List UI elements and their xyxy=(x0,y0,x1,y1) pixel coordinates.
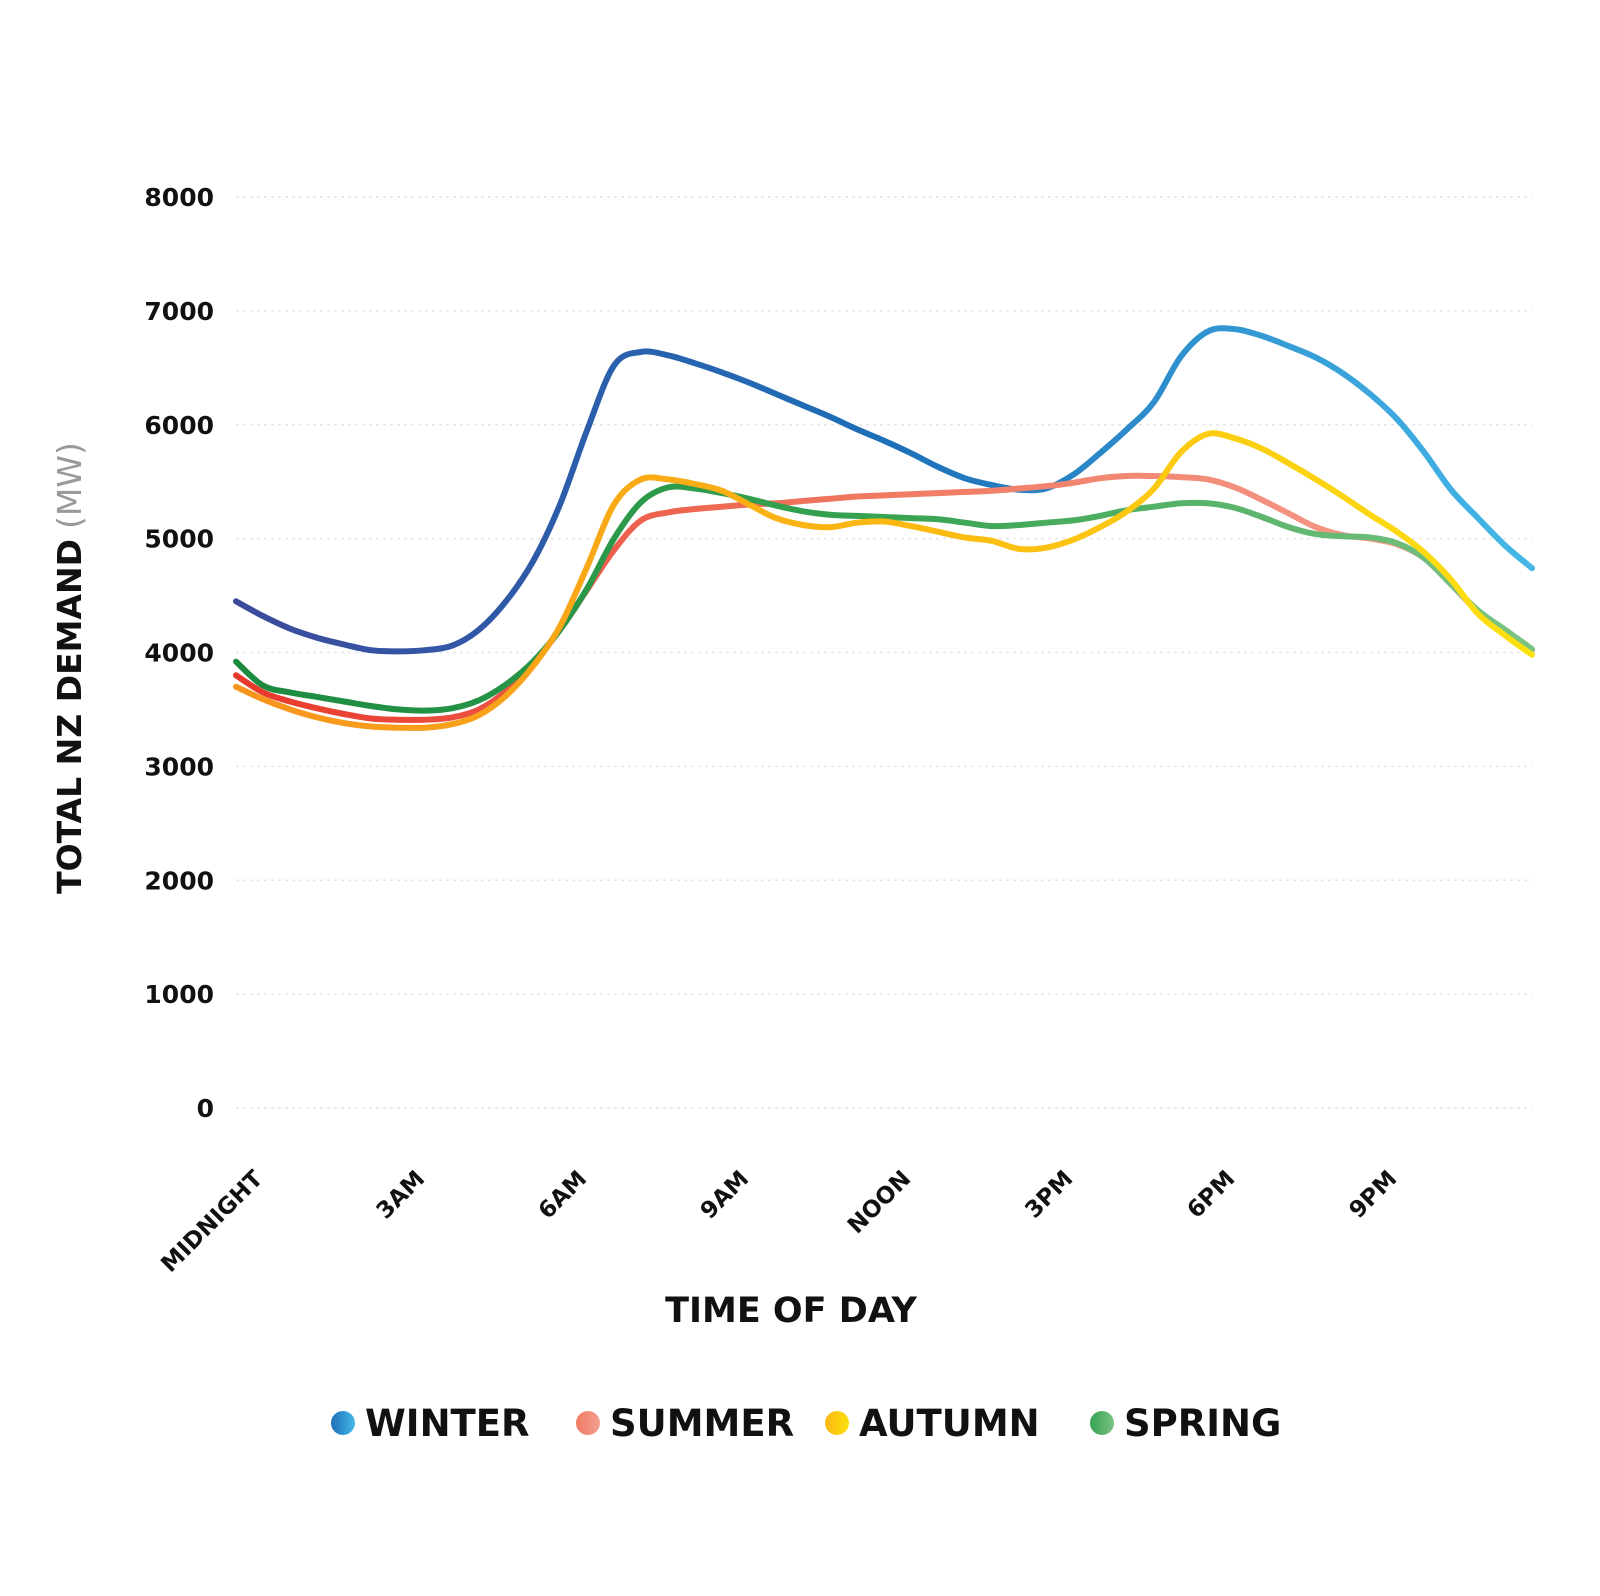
series-line-winter xyxy=(233,325,1535,655)
legend-swatch xyxy=(331,1411,355,1435)
series-line-spring xyxy=(233,483,1535,714)
legend-item-summer: SUMMER xyxy=(576,1402,794,1445)
x-tick-label: 3AM xyxy=(372,1166,430,1224)
y-tick-label: 6000 xyxy=(144,411,214,440)
x-tick-label: 3PM xyxy=(1020,1166,1078,1224)
series-line-summer xyxy=(233,472,1535,723)
legend-swatch xyxy=(576,1411,600,1435)
x-tick-label: MIDNIGHT xyxy=(156,1166,268,1278)
x-tick-label: 6PM xyxy=(1182,1166,1240,1224)
series-line-autumn xyxy=(233,430,1535,731)
y-tick-label: 7000 xyxy=(144,297,214,326)
y-tick-label: 5000 xyxy=(144,525,214,554)
legend: WINTER SUMMER AUTUMN SPRING xyxy=(331,1402,1281,1445)
legend-item-autumn: AUTUMN xyxy=(825,1402,1040,1445)
legend-swatch xyxy=(825,1411,849,1435)
y-tick-label: 4000 xyxy=(144,639,214,668)
legend-label: SPRING xyxy=(1124,1402,1281,1445)
x-axis-ticks: MIDNIGHT 3AM 6AM 9AM NOON 3PM 6PM 9PM xyxy=(156,1166,1402,1278)
grid-lines xyxy=(236,196,1532,1109)
y-tick-label: 8000 xyxy=(144,183,214,212)
y-tick-label: 3000 xyxy=(144,752,214,781)
x-axis-label: TIME OF DAY xyxy=(665,1291,917,1331)
legend-item-spring: SPRING xyxy=(1090,1402,1281,1445)
legend-label: SUMMER xyxy=(610,1402,794,1445)
legend-swatch xyxy=(1090,1411,1114,1435)
x-tick-label: 9AM xyxy=(696,1166,754,1224)
y-tick-label: 1000 xyxy=(144,980,214,1009)
legend-label: WINTER xyxy=(365,1402,530,1445)
x-tick-label: 6AM xyxy=(534,1166,592,1224)
legend-label: AUTUMN xyxy=(859,1402,1040,1445)
x-tick-label: 9PM xyxy=(1344,1166,1402,1224)
x-tick-label: NOON xyxy=(843,1166,916,1239)
y-axis-label-unit: (MW) xyxy=(50,442,89,529)
legend-item-winter: WINTER xyxy=(331,1402,530,1445)
y-axis-ticks: 0 1000 2000 3000 4000 5000 6000 7000 8000 xyxy=(144,183,214,1123)
y-axis-label: TOTAL NZ DEMAND (MW) xyxy=(50,442,89,894)
series-lines xyxy=(233,325,1535,731)
y-axis-label-main: TOTAL NZ DEMAND xyxy=(50,539,89,894)
y-tick-label: 0 xyxy=(197,1094,214,1123)
y-tick-label: 2000 xyxy=(144,866,214,895)
